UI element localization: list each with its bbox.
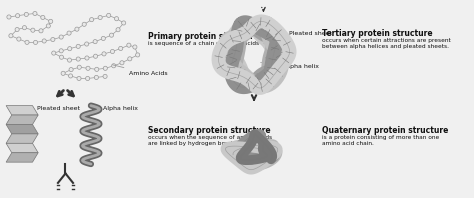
Circle shape xyxy=(16,14,20,18)
Circle shape xyxy=(101,36,105,41)
Circle shape xyxy=(109,33,114,37)
Circle shape xyxy=(9,34,13,38)
Circle shape xyxy=(98,15,102,20)
Circle shape xyxy=(115,17,118,21)
Circle shape xyxy=(112,64,116,68)
Polygon shape xyxy=(6,153,38,162)
Circle shape xyxy=(22,26,27,30)
Text: Tertiary protein structure: Tertiary protein structure xyxy=(322,29,433,38)
Polygon shape xyxy=(6,106,38,115)
Circle shape xyxy=(59,49,63,53)
Circle shape xyxy=(51,37,55,42)
Circle shape xyxy=(69,74,73,78)
Circle shape xyxy=(103,74,107,78)
Circle shape xyxy=(7,15,11,19)
Circle shape xyxy=(82,22,86,26)
Circle shape xyxy=(95,67,99,71)
Circle shape xyxy=(76,57,80,61)
Circle shape xyxy=(67,58,72,62)
Circle shape xyxy=(39,29,43,33)
Circle shape xyxy=(69,68,73,72)
Text: Amino Acids: Amino Acids xyxy=(112,65,167,76)
Circle shape xyxy=(110,50,115,54)
Circle shape xyxy=(120,61,124,65)
Circle shape xyxy=(17,37,21,41)
Polygon shape xyxy=(6,125,38,134)
Circle shape xyxy=(102,52,106,56)
Circle shape xyxy=(59,55,64,59)
Circle shape xyxy=(52,51,56,55)
Circle shape xyxy=(76,44,80,49)
Circle shape xyxy=(15,28,19,32)
Text: Pleated sheet: Pleated sheet xyxy=(37,106,80,111)
Circle shape xyxy=(94,75,99,79)
Circle shape xyxy=(128,57,132,61)
Circle shape xyxy=(116,28,120,32)
Circle shape xyxy=(122,21,126,25)
Circle shape xyxy=(127,43,131,47)
Circle shape xyxy=(61,71,65,75)
Circle shape xyxy=(59,35,63,39)
Circle shape xyxy=(84,42,89,46)
Circle shape xyxy=(93,54,98,58)
Text: occurs when certain attractions are present
between alpha helices and pleated sh: occurs when certain attractions are pres… xyxy=(322,38,451,49)
Circle shape xyxy=(75,27,79,31)
Text: occurs when the sequence of amino acids
are linked by hydrogen bonds: occurs when the sequence of amino acids … xyxy=(147,135,272,146)
Text: Quaternary protein structure: Quaternary protein structure xyxy=(322,126,448,135)
Circle shape xyxy=(118,46,123,50)
Circle shape xyxy=(90,18,94,22)
Circle shape xyxy=(93,40,97,44)
Circle shape xyxy=(67,31,71,35)
Circle shape xyxy=(31,28,35,32)
Circle shape xyxy=(46,24,50,28)
Circle shape xyxy=(85,56,89,60)
Text: Pleated sheet: Pleated sheet xyxy=(266,30,332,36)
Polygon shape xyxy=(6,143,38,153)
Polygon shape xyxy=(6,115,38,125)
Circle shape xyxy=(25,40,29,44)
Circle shape xyxy=(86,66,90,70)
Text: Alpha helix: Alpha helix xyxy=(261,63,319,69)
Circle shape xyxy=(24,12,28,16)
Text: Primary protein structure: Primary protein structure xyxy=(147,32,258,41)
Circle shape xyxy=(77,65,82,69)
Circle shape xyxy=(107,13,111,17)
Circle shape xyxy=(42,39,46,43)
Circle shape xyxy=(68,47,72,51)
Text: is sequence of a chain of amino acids: is sequence of a chain of amino acids xyxy=(147,41,259,46)
Circle shape xyxy=(133,45,137,49)
Circle shape xyxy=(77,76,81,81)
Circle shape xyxy=(49,19,53,23)
Circle shape xyxy=(103,66,108,70)
Text: is a protein consisting of more than one
amino acid chain.: is a protein consisting of more than one… xyxy=(322,135,439,146)
Circle shape xyxy=(33,11,37,16)
Text: Secondary protein structure: Secondary protein structure xyxy=(147,126,270,135)
Circle shape xyxy=(86,76,90,81)
Circle shape xyxy=(41,15,45,20)
Circle shape xyxy=(136,53,140,57)
Polygon shape xyxy=(6,134,38,143)
Text: Alpha helix: Alpha helix xyxy=(103,106,138,111)
Circle shape xyxy=(34,40,37,45)
